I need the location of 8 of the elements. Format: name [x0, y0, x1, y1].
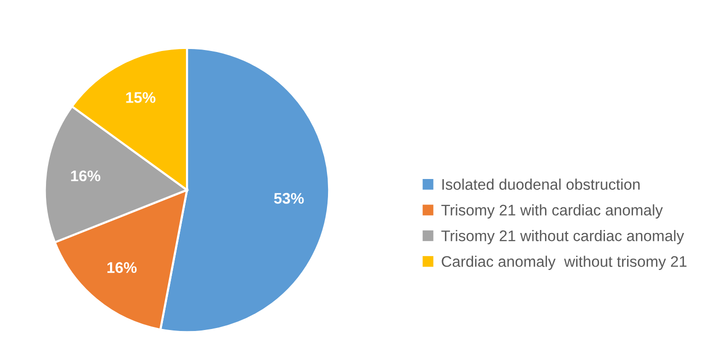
data-label: 16% — [71, 170, 100, 182]
data-label: 53% — [274, 192, 304, 204]
data-label: 16% — [107, 262, 137, 273]
legend-label: Trisomy 21 with cardiac anomaly — [441, 204, 663, 219]
legend-label: Cardiac anomaly without trisomy 21 — [442, 256, 686, 270]
legend-label: Isolated duodenal obstruction — [442, 178, 640, 190]
legend-label: Trisomy 21 without cardiac anomaly — [441, 230, 684, 244]
data-label: 15% — [126, 92, 156, 103]
